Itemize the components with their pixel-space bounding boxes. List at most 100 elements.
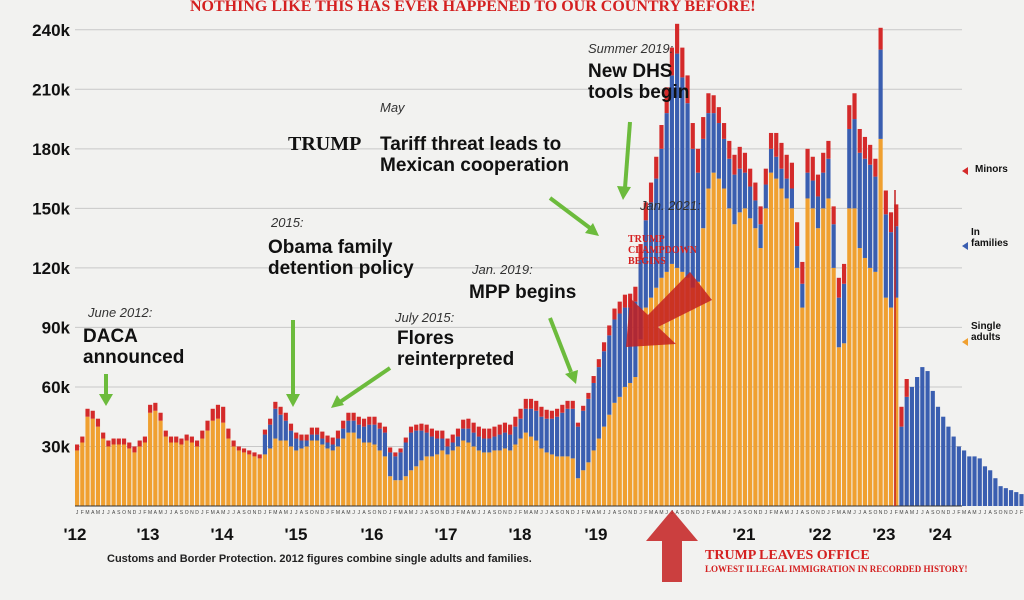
month-tick-label: M: [85, 510, 89, 516]
bar-in-families: [654, 178, 659, 288]
bar-single-adults: [127, 448, 132, 506]
bar-in-families: [461, 428, 466, 441]
bar-single-adults: [226, 438, 231, 506]
month-tick-label: N: [941, 510, 945, 516]
bar-single-adults: [168, 442, 174, 506]
bar-single-adults: [205, 430, 210, 506]
bar-single-adults: [534, 440, 539, 506]
bar-in-families: [941, 416, 946, 506]
bar-single-adults: [315, 440, 320, 506]
month-tick-label: O: [748, 510, 752, 516]
bar-single-adults: [742, 208, 748, 506]
bar-single-adults: [325, 448, 330, 506]
month-tick-label: J: [201, 510, 204, 516]
bar-single-adults: [283, 440, 288, 506]
y-tick-label: 60k: [42, 378, 71, 397]
bar-minors: [570, 400, 575, 409]
bar-minors: [215, 404, 221, 419]
bar-minors: [466, 418, 471, 429]
bar-minors: [335, 430, 341, 439]
bar-single-adults: [492, 450, 497, 506]
bar-in-families: [555, 416, 560, 457]
month-tick-label: O: [310, 510, 314, 516]
bar-minors: [534, 400, 539, 411]
month-tick-label: D: [508, 510, 512, 516]
bar-minors: [304, 434, 309, 441]
bar-single-adults: [356, 438, 361, 506]
flores-date: July 2015:: [395, 310, 455, 325]
bar-single-adults: [111, 444, 116, 506]
bar-single-adults: [581, 470, 586, 506]
bar-minors: [591, 376, 596, 383]
mpp-date: Jan. 2019:: [472, 262, 533, 277]
bar-minors: [862, 136, 868, 159]
bar-minors: [315, 427, 320, 435]
bar-in-families: [591, 382, 596, 451]
bar-single-adults: [393, 480, 398, 506]
bar-in-families: [795, 246, 800, 268]
month-tick-label: J: [420, 510, 423, 516]
bar-minors: [205, 420, 210, 431]
bar-single-adults: [570, 458, 575, 506]
month-tick-label: N: [566, 510, 570, 516]
bar-single-adults: [278, 440, 283, 506]
bar-in-families: [361, 426, 367, 443]
bar-in-families: [617, 313, 622, 397]
month-tick-label: M: [722, 510, 726, 516]
bar-in-families: [356, 424, 361, 439]
month-tick-label: M: [96, 510, 100, 516]
bar-single-adults: [299, 448, 304, 506]
bar-in-families: [810, 180, 815, 209]
bar-minors: [544, 409, 549, 419]
month-tick-label: F: [895, 510, 898, 516]
bar-in-families: [560, 412, 565, 457]
bar-single-adults: [158, 420, 163, 506]
bar-in-families: [581, 410, 586, 471]
bar-in-families: [925, 371, 930, 506]
bar-single-adults: [487, 452, 492, 506]
month-tick-label: M: [461, 510, 465, 516]
bar-minors: [878, 27, 883, 50]
legend-single-adults: Single adults: [971, 321, 1002, 344]
y-tick-label: 150k: [32, 199, 70, 218]
bar-in-families: [315, 434, 320, 441]
bar-minors: [805, 148, 810, 173]
dhs-date: Summer 2019:: [588, 41, 674, 56]
year-tick-label: '16: [361, 525, 384, 544]
bar-in-families: [288, 430, 294, 447]
bar-single-adults: [440, 450, 445, 506]
month-tick-label: D: [634, 510, 638, 516]
bar-in-families: [622, 307, 628, 387]
bar-single-adults: [612, 402, 617, 506]
bar-single-adults: [894, 297, 899, 506]
bar-minors: [408, 426, 414, 433]
month-tick-label: A: [362, 510, 366, 516]
month-tick-label: A: [675, 510, 679, 516]
month-tick-label: J: [639, 510, 642, 516]
bar-in-families: [377, 428, 382, 451]
month-tick-label: S: [368, 510, 372, 516]
tariff-trump: TRUMP: [288, 133, 362, 155]
bar-in-families: [847, 128, 852, 209]
month-tick-label: M: [586, 510, 590, 516]
bar-single-adults: [701, 228, 706, 506]
bar-single-adults: [549, 454, 554, 506]
bar-minors: [659, 125, 664, 149]
bar-minors: [852, 93, 857, 120]
bar-in-families: [664, 113, 669, 272]
bar-single-adults: [888, 307, 894, 506]
month-tick-label: A: [592, 510, 596, 516]
bar-in-families: [716, 123, 721, 179]
bar-single-adults: [481, 452, 487, 506]
bar-in-families: [779, 168, 784, 189]
bar-single-adults: [189, 442, 194, 506]
bar-minors: [168, 436, 174, 443]
flores-text: Flores reinterpreted: [397, 328, 515, 371]
bar-in-families: [998, 486, 1003, 506]
bar-minors: [601, 342, 607, 352]
bar-single-adults: [643, 307, 648, 506]
bar-in-families: [878, 49, 883, 139]
bar-single-adults: [388, 476, 393, 506]
bar-single-adults: [372, 444, 377, 506]
month-tick-label: S: [743, 510, 747, 516]
